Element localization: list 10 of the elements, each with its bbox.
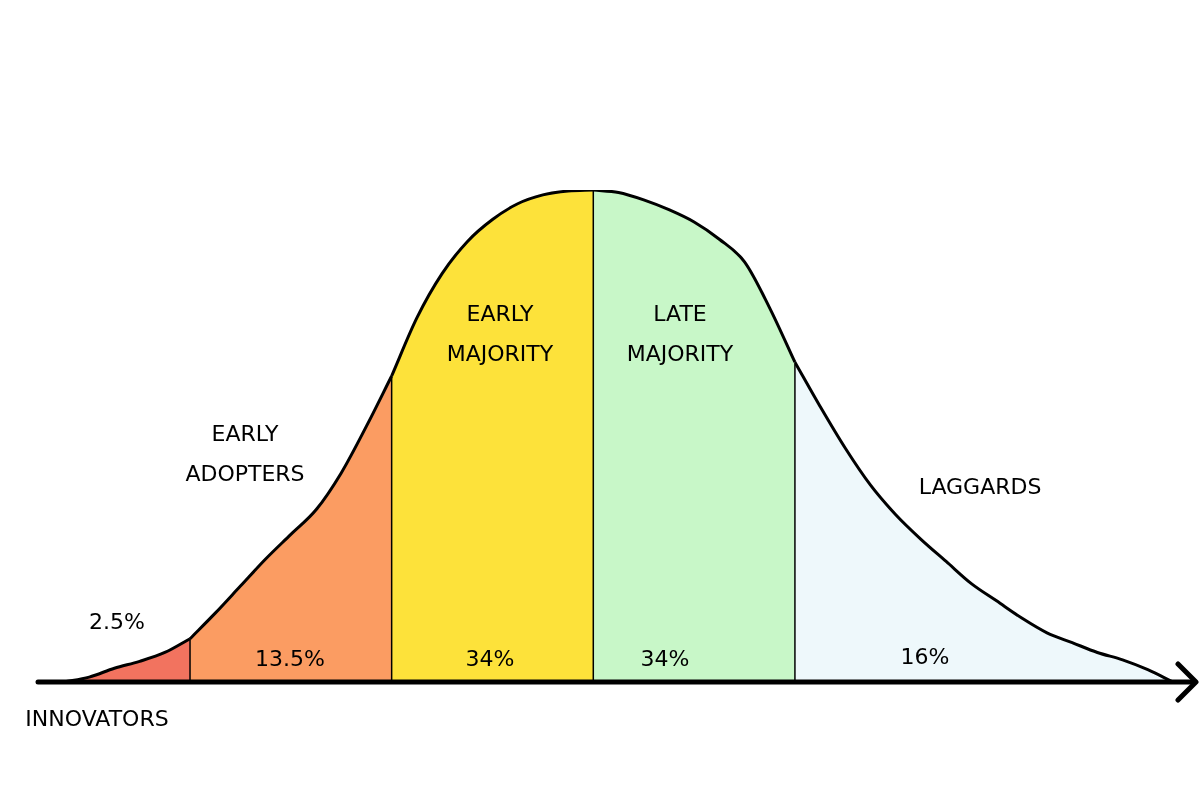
series-label: EARLY MAJORITY	[446, 300, 554, 366]
annotation: 16%	[900, 643, 950, 669]
legend-label: INNOVATORS	[25, 705, 169, 731]
annotation: 34%	[640, 645, 690, 671]
annotation: 2.5%	[89, 608, 145, 634]
series-label: EARLY ADOPTERS	[185, 420, 305, 486]
annotation: 34%	[465, 645, 515, 671]
series-label: LAGGARDS	[918, 473, 1042, 499]
annotation: 13.5%	[255, 645, 325, 671]
series-label: LATE MAJORITY	[626, 300, 734, 366]
